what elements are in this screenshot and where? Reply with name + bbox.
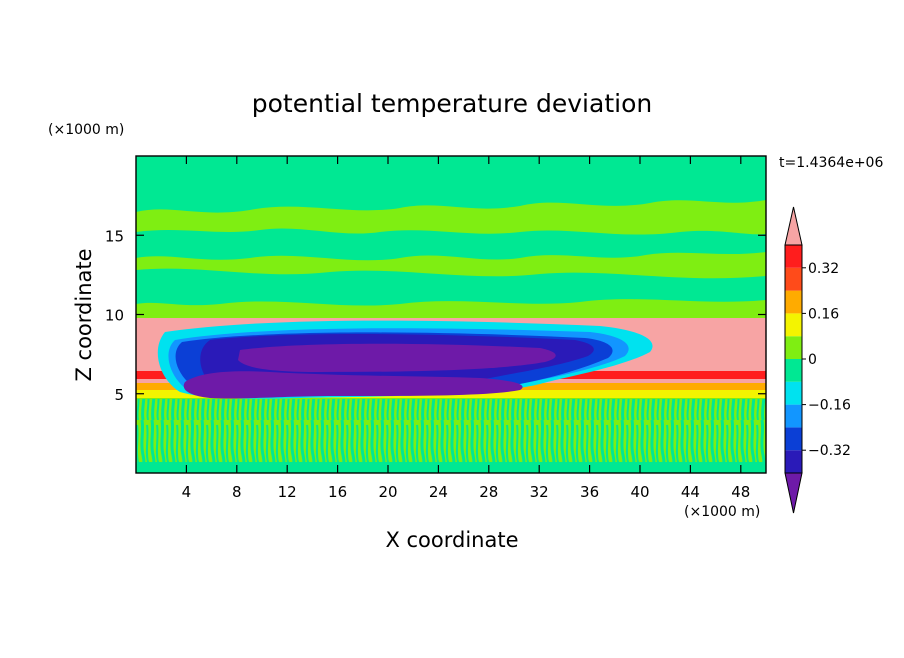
y-tick-label: 10: [105, 307, 124, 325]
contour-field: [136, 156, 766, 473]
x-tick-label: 24: [429, 483, 448, 501]
x-tick-label: 16: [328, 483, 347, 501]
x-unit-label: (×1000 m): [684, 504, 760, 520]
x-tick-label: 12: [278, 483, 297, 501]
x-tick-label: 8: [232, 483, 242, 501]
colorbar-tick-label: −0.16: [808, 398, 851, 414]
colorbar-segment: [785, 427, 802, 451]
y-unit-label: (×1000 m): [48, 122, 124, 138]
time-label: t=1.4364e+06: [779, 155, 883, 171]
colorbar-tick-label: 0.16: [808, 306, 839, 322]
y-tick-label: 15: [105, 227, 124, 245]
x-tick-label: 20: [378, 483, 397, 501]
colorbar-segment: [785, 404, 802, 428]
colorbar-tick-label: 0: [808, 352, 817, 368]
x-tick-label: 28: [479, 483, 498, 501]
x-tick-label: 36: [580, 483, 599, 501]
x-axis-label: X coordinate: [385, 528, 518, 552]
x-axis: 4 8 12 16 20 24 28 32 36 40 44 48: [182, 156, 750, 501]
mid-green-band: [136, 228, 766, 261]
chart-title: potential temperature deviation: [252, 89, 652, 118]
colorbar: 0.32 0.16 0 −0.16 −0.32: [784, 206, 851, 514]
colorbar-segment: [785, 313, 802, 337]
lower-green-band: [136, 268, 766, 306]
y-axis-label: Z coordinate: [72, 248, 96, 381]
colorbar-segment: [785, 245, 802, 268]
surface-edge: [136, 462, 766, 473]
y-axis: 5 10 15: [105, 227, 766, 404]
purple-core-mid: [238, 343, 556, 372]
x-tick-label: 4: [182, 483, 192, 501]
surface-layer: [136, 399, 766, 473]
colorbar-segment: [785, 267, 802, 291]
x-tick-label: 44: [681, 483, 700, 501]
x-tick-label: 40: [630, 483, 649, 501]
colorbar-segment: [785, 381, 802, 405]
colorbar-tick-label: 0.32: [808, 261, 839, 277]
purple-core-low: [183, 371, 523, 399]
colorbar-under-arrow: [784, 472, 803, 514]
x-tick-label: 32: [530, 483, 549, 501]
x-tick-label: 48: [731, 483, 750, 501]
upper-green-band: [136, 156, 766, 213]
colorbar-segment: [785, 450, 802, 473]
colorbar-segment: [785, 359, 802, 382]
colorbar-tick-label: −0.32: [808, 443, 851, 459]
y-tick-label: 5: [114, 386, 124, 404]
colorbar-segment: [785, 336, 802, 359]
colorbar-over-arrow: [784, 206, 803, 246]
colorbar-segment: [785, 290, 802, 314]
